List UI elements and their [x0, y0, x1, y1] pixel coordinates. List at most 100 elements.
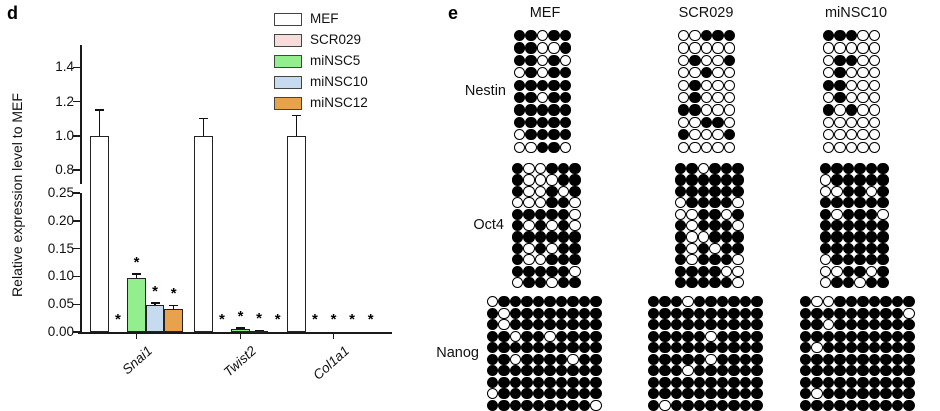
methylated-cpg-dot	[548, 67, 560, 79]
methylated-cpg-dot	[877, 163, 889, 175]
unmethylated-cpg-dot	[820, 185, 832, 197]
unmethylated-cpg-dot	[868, 116, 881, 128]
methylated-cpg-dot	[857, 307, 869, 319]
panel-d-label: d	[7, 3, 18, 23]
error-cap	[169, 304, 179, 307]
methylated-cpg-dot	[842, 219, 855, 232]
dot-row	[678, 104, 736, 116]
methylated-cpg-dot	[682, 399, 694, 411]
unmethylated-cpg-dot	[857, 129, 869, 141]
unmethylated-cpg-dot	[525, 141, 537, 153]
methylated-cpg-dot	[523, 265, 535, 277]
dot-row	[675, 276, 744, 289]
unmethylated-cpg-dot	[686, 208, 698, 220]
methylated-cpg-dot	[557, 231, 570, 243]
methylated-cpg-dot	[670, 353, 683, 365]
unmethylated-cpg-dot	[723, 79, 736, 91]
methylated-cpg-dot	[569, 185, 581, 197]
unmethylated-cpg-dot	[820, 174, 832, 186]
methylated-cpg-dot	[569, 254, 581, 266]
methylated-cpg-dot	[877, 219, 889, 232]
unmethylated-cpg-dot	[712, 79, 724, 91]
methylated-cpg-dot	[716, 399, 729, 411]
methylated-cpg-dot	[822, 307, 835, 319]
unmethylated-cpg-dot	[678, 30, 690, 42]
dot-row	[512, 276, 581, 289]
methylated-cpg-dot	[682, 353, 694, 365]
dot-row	[823, 91, 881, 104]
unmethylated-cpg-dot	[534, 174, 547, 186]
methylated-cpg-dot	[842, 276, 855, 289]
methylated-cpg-dot	[546, 197, 558, 209]
unmethylated-cpg-dot	[732, 219, 744, 232]
significance-asterisk: *	[170, 285, 177, 303]
dot-row	[675, 219, 744, 232]
methylated-cpg-dot	[559, 116, 572, 128]
methylated-cpg-dot	[590, 296, 602, 308]
methylated-cpg-dot	[548, 54, 560, 66]
dot-row	[487, 307, 602, 320]
methylated-cpg-dot	[822, 342, 835, 354]
methylated-cpg-dot	[523, 276, 535, 289]
dot-row	[820, 208, 889, 220]
methylated-cpg-dot	[557, 219, 570, 232]
gene-label-nestin: Nestin	[464, 83, 506, 99]
methylated-cpg-dot	[686, 265, 698, 277]
methylated-cpg-dot	[868, 365, 881, 377]
unmethylated-cpg-dot	[689, 116, 701, 128]
methylated-cpg-dot	[648, 399, 660, 411]
unmethylated-cpg-dot	[709, 242, 721, 254]
unmethylated-cpg-dot	[536, 91, 549, 104]
methylated-cpg-dot	[822, 330, 835, 342]
methylated-cpg-dot	[682, 319, 694, 331]
dot-row	[648, 319, 763, 331]
methylated-cpg-dot	[716, 342, 729, 354]
methylated-cpg-dot	[720, 231, 733, 243]
methylated-cpg-dot	[751, 376, 763, 388]
methylated-cpg-dot	[686, 197, 698, 209]
unmethylated-cpg-dot	[536, 67, 549, 79]
methylated-cpg-dot	[880, 307, 892, 319]
methylated-cpg-dot	[822, 353, 835, 365]
methylated-cpg-dot	[697, 242, 710, 254]
methylated-cpg-dot	[670, 307, 683, 319]
methylated-cpg-dot	[705, 376, 717, 388]
unmethylated-cpg-dot	[700, 42, 713, 54]
unmethylated-cpg-dot	[523, 197, 535, 209]
methylated-cpg-dot	[831, 231, 843, 243]
methylated-cpg-dot	[716, 376, 729, 388]
methylated-cpg-dot	[659, 342, 671, 354]
dot-row	[820, 163, 889, 175]
unmethylated-cpg-dot	[868, 129, 881, 141]
methylated-cpg-dot	[842, 197, 855, 209]
methylated-cpg-dot	[532, 307, 545, 319]
methylated-cpg-dot	[728, 330, 740, 342]
unmethylated-cpg-dot	[822, 319, 835, 331]
legend-label-mef: MEF	[310, 11, 339, 26]
methylated-cpg-dot	[675, 265, 687, 277]
methylated-cpg-dot	[709, 163, 721, 175]
methylated-cpg-dot	[712, 30, 724, 42]
significance-asterisk: *	[311, 311, 318, 328]
unmethylated-cpg-dot	[834, 42, 846, 54]
methylated-cpg-dot	[487, 376, 499, 388]
methylated-cpg-dot	[891, 399, 904, 411]
methylated-cpg-dot	[682, 388, 694, 400]
methylated-cpg-dot	[820, 163, 832, 175]
methylated-cpg-dot	[877, 276, 889, 289]
methylated-cpg-dot	[831, 219, 843, 232]
methylated-cpg-dot	[880, 365, 892, 377]
methylated-cpg-dot	[546, 163, 558, 175]
methylated-cpg-dot	[697, 174, 710, 186]
methylated-cpg-dot	[648, 342, 660, 354]
methylated-cpg-dot	[854, 185, 866, 197]
methylated-cpg-dot	[800, 307, 812, 319]
methylated-cpg-dot	[903, 388, 915, 400]
dot-row	[823, 129, 881, 141]
y-axis-lower	[80, 193, 83, 334]
methylated-cpg-dot	[854, 163, 866, 175]
y-tick-label: 0.25	[47, 185, 74, 200]
methylated-cpg-dot	[697, 197, 710, 209]
methylated-cpg-dot	[670, 376, 683, 388]
